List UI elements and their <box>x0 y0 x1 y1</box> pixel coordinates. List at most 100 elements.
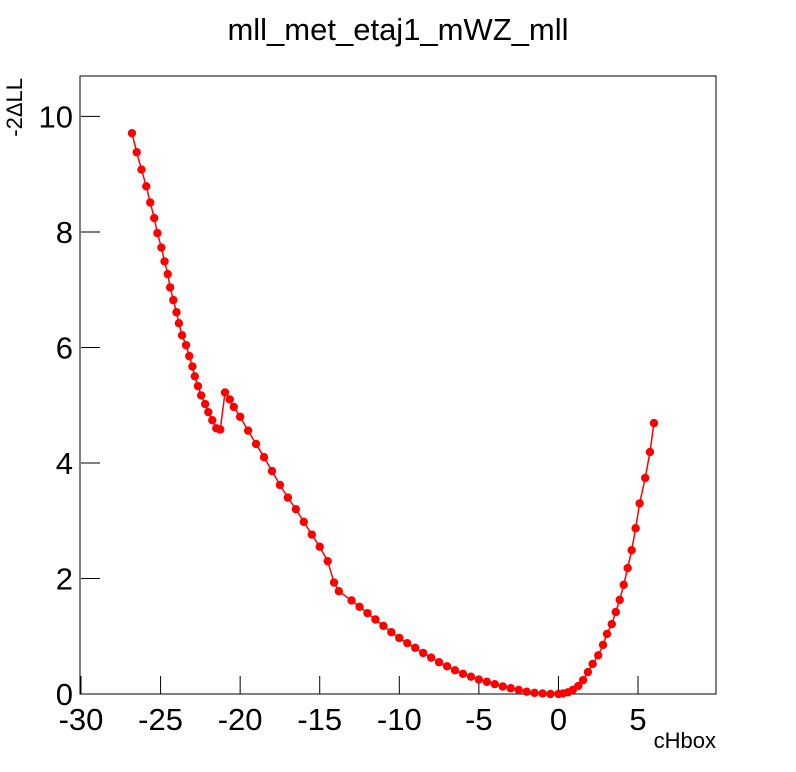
data-point <box>216 425 225 434</box>
data-point <box>615 595 624 605</box>
data-point <box>137 165 146 174</box>
data-point <box>307 530 316 539</box>
data-point <box>403 638 412 648</box>
x-tick-label: -5 <box>465 702 493 737</box>
data-point <box>193 381 203 391</box>
data-point <box>546 689 555 699</box>
data-point <box>146 198 155 207</box>
data-point <box>160 257 169 266</box>
x-tick-label: -25 <box>138 702 183 737</box>
data-point <box>631 524 640 533</box>
data-point <box>315 542 324 551</box>
data-point <box>458 669 468 678</box>
data-point <box>142 182 151 191</box>
data-point <box>174 319 184 328</box>
data-point <box>275 480 285 490</box>
data-point <box>181 340 191 350</box>
data-point <box>635 499 644 508</box>
data-point <box>418 648 428 658</box>
data-point <box>243 426 253 435</box>
data-point <box>172 308 181 317</box>
x-tick-label: 5 <box>629 702 646 737</box>
data-point <box>506 684 515 693</box>
y-axis-label: -2ΔLL <box>2 78 27 137</box>
data-point <box>538 689 547 698</box>
data-point <box>627 545 636 555</box>
data-point <box>645 447 655 457</box>
data-point <box>157 243 166 252</box>
data-point <box>522 687 531 696</box>
data-point <box>434 658 444 667</box>
data-point <box>649 418 659 428</box>
data-point <box>291 504 301 514</box>
data-point <box>411 643 420 652</box>
y-tick-label: 10 <box>39 99 73 134</box>
data-point <box>371 615 380 624</box>
data-point <box>347 596 356 605</box>
data-point <box>229 402 238 412</box>
data-point <box>619 580 628 590</box>
y-tick-label: 0 <box>56 677 73 712</box>
data-point <box>363 608 372 618</box>
data-point <box>177 331 187 340</box>
data-point <box>132 148 141 157</box>
data-point <box>578 675 588 685</box>
data-point <box>188 362 197 371</box>
data-point <box>150 213 159 223</box>
data-point <box>190 372 199 381</box>
data-point <box>490 679 499 689</box>
data-point <box>200 399 210 409</box>
data-point <box>163 269 172 279</box>
data-point <box>329 578 339 587</box>
data-point <box>355 602 364 611</box>
data-point <box>267 466 277 476</box>
data-point <box>208 416 217 425</box>
x-axis-label: cHbox <box>654 728 716 753</box>
data-point <box>594 651 603 660</box>
x-tick-label: -10 <box>377 702 422 737</box>
plot-frame <box>79 75 717 695</box>
data-point <box>251 439 261 449</box>
x-tick-label: -30 <box>59 702 104 737</box>
data-point <box>334 586 344 596</box>
data-point <box>588 659 597 669</box>
data-point <box>225 395 235 404</box>
data-point <box>379 621 388 631</box>
data-point <box>466 672 476 681</box>
y-tick-label: 8 <box>56 215 73 250</box>
data-point <box>235 412 245 421</box>
data-point <box>220 388 230 397</box>
data-point <box>482 677 492 687</box>
data-point <box>611 607 620 617</box>
y-tick-label: 6 <box>56 330 73 365</box>
data-point <box>602 629 612 639</box>
data-point <box>165 283 175 292</box>
data-point <box>514 685 523 695</box>
data-point <box>185 351 194 361</box>
data-point <box>574 681 583 691</box>
x-tick-label: 0 <box>550 702 567 737</box>
data-point <box>395 633 404 643</box>
data-point <box>204 407 213 417</box>
data-point <box>474 675 484 684</box>
data-point <box>498 682 507 691</box>
data-point <box>169 295 178 305</box>
data-point <box>299 517 309 527</box>
y-tick-label: 4 <box>56 446 73 481</box>
data-point <box>598 640 608 650</box>
data-point <box>450 666 460 675</box>
x-tick-label: -15 <box>297 702 342 737</box>
data-point <box>259 452 269 462</box>
data-point <box>623 563 632 573</box>
data-point <box>583 667 593 677</box>
data-point <box>530 688 539 698</box>
data-point <box>323 556 332 566</box>
y-tick-label: 2 <box>56 561 73 596</box>
data-point <box>283 493 293 502</box>
data-point <box>426 653 436 662</box>
data-point <box>640 473 650 483</box>
data-point <box>607 619 616 629</box>
data-point <box>196 391 206 400</box>
